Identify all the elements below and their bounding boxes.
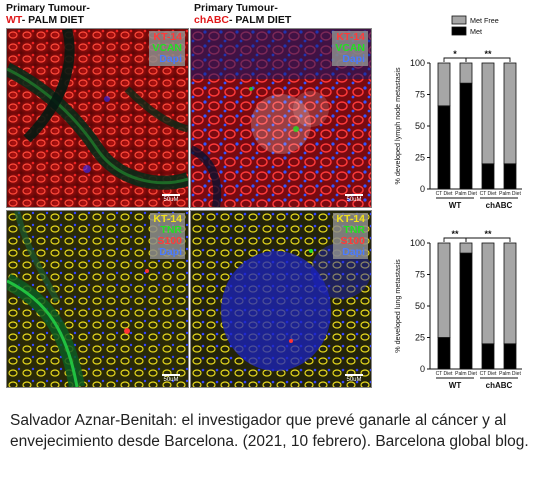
y-tick-label: 25 <box>415 153 425 163</box>
bar-met-free <box>459 62 473 84</box>
stain-label: TNR <box>343 224 365 236</box>
bar-met <box>503 343 517 370</box>
caption: Salvador Aznar-Benitah: el investigador … <box>10 412 529 450</box>
x-tick-label: Palm Diet <box>499 191 521 197</box>
chart-lymph-node: % developed lymph node metastasis 0 25 50 75… <box>390 8 540 218</box>
x-tick-label: Palm Diet <box>499 371 521 377</box>
bar-met <box>437 105 451 190</box>
stain-legend: KT-14 TNR S100 Dapi <box>150 213 185 259</box>
y-tick-label: 75 <box>415 90 425 100</box>
stain-label: S100 <box>157 235 182 247</box>
stain-legend: KT-14 VCAN Dapi <box>149 31 185 66</box>
stain-label: KT-14 <box>153 31 182 43</box>
stain-label: VCAN <box>335 42 365 54</box>
stain-label: KT-14 <box>336 213 365 225</box>
significance-label: ** <box>451 229 459 239</box>
microscopy-figure: Primary Tumour- WT- PALM DIET Primary Tu… <box>6 2 372 388</box>
significance-label: ** <box>484 49 492 59</box>
legend-swatch <box>451 26 467 36</box>
bar-met-free <box>503 242 517 345</box>
stain-label: Dapi <box>159 246 182 258</box>
col-title-chabc: Primary Tumour- chABC- PALM DIET <box>194 2 292 26</box>
stain-label: TNR <box>160 224 182 236</box>
group-label: WT <box>449 381 462 390</box>
group-label: chABC <box>486 201 513 210</box>
micrograph-chabc-vcan: KT-14 VCAN Dapi 50uM <box>190 28 372 208</box>
bar-met <box>481 343 495 370</box>
x-tick-label: Palm Diet <box>455 371 477 377</box>
legend-label: Met <box>470 27 482 36</box>
x-tick-label: CT Diet <box>436 191 453 197</box>
bar-met-free <box>437 242 451 338</box>
legend-swatch <box>451 15 467 25</box>
bar-met <box>437 337 451 370</box>
bar-met-free <box>481 242 495 345</box>
scale-bar: 50uM <box>345 374 363 383</box>
y-tick-label: 100 <box>410 58 425 68</box>
stain-label: S100 <box>340 235 365 247</box>
significance-bracket <box>465 57 511 62</box>
bar-met-free <box>503 62 517 165</box>
scale-bar: 50uM <box>345 194 363 203</box>
y-axis-label: % developed lymph node metastasis <box>393 67 402 184</box>
scale-bar: 50uM <box>162 194 180 203</box>
stain-legend: KT-14 VCAN Dapi <box>332 31 368 66</box>
y-tick-label: 50 <box>415 121 425 131</box>
bar-met <box>481 163 495 190</box>
x-tick-label: Palm Diet <box>455 191 477 197</box>
col-title-wt: Primary Tumour- WT- PALM DIET <box>6 2 90 26</box>
x-tick-label: CT Diet <box>480 191 497 197</box>
significance-label: * <box>453 49 457 59</box>
micrograph-wt-tnr: KT-14 TNR S100 Dapi 50uM <box>6 210 189 388</box>
micrograph-wt-vcan: KT-14 VCAN Dapi 50uM <box>6 28 189 208</box>
significance-label: ** <box>484 229 492 239</box>
group-label: chABC <box>486 381 513 390</box>
stain-label: KT-14 <box>336 31 365 43</box>
y-axis-label: % developed lung metastasis <box>393 259 402 353</box>
group-label: WT <box>449 201 462 210</box>
bar-met-free <box>481 62 495 165</box>
y-tick-label: 75 <box>415 270 425 280</box>
scale-bar: 50uM <box>162 374 180 383</box>
bar-met <box>459 82 473 190</box>
bar-met-free <box>437 62 451 107</box>
y-tick-label: 0 <box>420 364 425 374</box>
stain-label: Dapi <box>342 246 365 258</box>
bar-met <box>503 163 517 190</box>
y-tick-label: 100 <box>410 238 425 248</box>
stain-label: Dapi <box>159 53 182 65</box>
y-tick-label: 0 <box>420 184 425 194</box>
y-tick-label: 25 <box>415 333 425 343</box>
legend-label: Met Free <box>470 16 499 25</box>
y-tick-label: 50 <box>415 301 425 311</box>
bar-met-free <box>459 242 473 254</box>
stain-label: KT-14 <box>153 213 182 225</box>
x-tick-label: CT Diet <box>480 371 497 377</box>
stain-label: VCAN <box>152 42 182 54</box>
chart-lung: % developed lung metastasis 0 25 50 75 100 CT … <box>390 225 540 395</box>
stain-label: Dapi <box>342 53 365 65</box>
x-tick-label: CT Diet <box>436 371 453 377</box>
stain-legend: KT-14 TNR S100 Dapi <box>333 213 368 259</box>
micrograph-chabc-tnr: KT-14 TNR S100 Dapi 50uM <box>190 210 372 388</box>
significance-bracket <box>465 237 511 242</box>
bar-met <box>459 252 473 370</box>
